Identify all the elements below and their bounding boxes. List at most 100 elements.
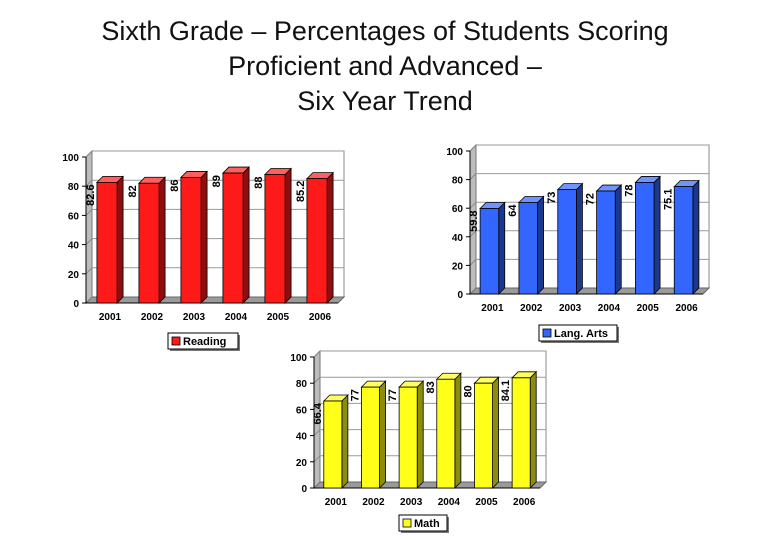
bar-side <box>341 394 349 489</box>
legend-swatch <box>542 328 552 338</box>
x-tick-label: 2001 <box>481 303 504 314</box>
bar <box>557 189 577 295</box>
bar <box>511 377 531 489</box>
bar-side <box>416 380 424 489</box>
x-tick-label: 2004 <box>225 312 248 323</box>
bar <box>596 190 616 295</box>
bar <box>264 174 286 304</box>
x-tick-label: 2006 <box>675 303 698 314</box>
y-tick-label: 40 <box>296 432 308 443</box>
y-tick-label: 20 <box>452 261 464 272</box>
data-label: 83 <box>425 381 437 393</box>
title-line-3: Six Year Trend <box>297 86 473 116</box>
x-tick-label: 2006 <box>309 312 332 323</box>
gridline-diag <box>313 376 321 384</box>
bar <box>180 177 202 304</box>
data-label: 80 <box>462 385 474 397</box>
y-tick-label: 60 <box>68 211 80 222</box>
gridline-diag <box>469 259 477 266</box>
x-tick-label: 2005 <box>637 303 660 314</box>
legend-box <box>538 324 618 342</box>
y-tick-label: 100 <box>62 153 79 164</box>
y-tick-label: 80 <box>452 176 464 187</box>
data-label: 64 <box>507 204 519 217</box>
data-label: 82 <box>127 185 139 197</box>
plot-floor <box>312 481 548 489</box>
data-label: 73 <box>546 192 558 204</box>
bar-side <box>454 372 462 489</box>
data-label: 88 <box>253 177 265 189</box>
y-tick-label: 0 <box>457 290 463 301</box>
y-tick-label: 80 <box>296 379 308 390</box>
y-tick-label: 40 <box>68 241 80 252</box>
page-title: Sixth Grade – Percentages of Students Sc… <box>0 14 770 119</box>
data-label: 66.4 <box>312 402 324 424</box>
data-label: 89 <box>211 175 223 187</box>
bar <box>518 202 538 295</box>
gridline-diag <box>313 429 321 436</box>
bar <box>222 172 244 304</box>
x-tick-label: 2002 <box>520 303 543 314</box>
bar <box>436 378 456 489</box>
legend-swatch <box>171 336 181 346</box>
bar <box>306 178 328 304</box>
data-label: 86 <box>169 179 181 191</box>
plot-back-wall <box>475 144 710 289</box>
bar <box>673 186 694 295</box>
gridline-diag <box>85 267 93 275</box>
x-tick-label: 2002 <box>141 312 164 323</box>
bar <box>635 182 655 295</box>
gridline-diag <box>85 179 93 187</box>
x-tick-label: 2003 <box>183 312 206 323</box>
bar <box>96 182 118 304</box>
bar-side <box>379 380 386 489</box>
gridline-diag <box>469 230 477 238</box>
x-tick-label: 2004 <box>438 497 461 508</box>
x-tick-label: 2003 <box>559 303 582 314</box>
y-tick-label: 20 <box>296 458 308 469</box>
data-label: 82.6 <box>85 184 97 205</box>
data-label: 78 <box>623 184 635 196</box>
x-tick-label: 2001 <box>325 497 348 508</box>
x-tick-label: 2005 <box>267 312 290 323</box>
data-label: 84.1 <box>500 380 512 401</box>
gridline-diag <box>313 455 321 463</box>
legend-label: Reading <box>183 336 226 348</box>
gridline-diag <box>85 238 93 245</box>
bar <box>398 386 418 489</box>
gridline-diag <box>469 201 477 209</box>
bar-side <box>529 370 537 489</box>
x-tick-label: 2005 <box>475 497 498 508</box>
title-line-2: Proficient and Advanced – <box>228 51 542 81</box>
x-tick-label: 2006 <box>513 497 536 508</box>
y-tick-label: 60 <box>296 405 308 416</box>
y-tick-label: 60 <box>452 204 464 215</box>
legend-label: Lang. Arts <box>554 328 608 340</box>
y-tick-label: 0 <box>73 299 79 310</box>
plot-back-wall <box>91 150 345 298</box>
gridline-diag <box>313 350 321 358</box>
y-tick-label: 100 <box>446 147 463 158</box>
title-line-1: Sixth Grade – Percentages of Students Sc… <box>101 16 669 46</box>
data-label: 85.2 <box>295 181 307 202</box>
bar-side <box>492 376 499 489</box>
data-label: 75.1 <box>662 189 674 210</box>
x-tick-label: 2001 <box>99 312 122 323</box>
gridline-diag <box>85 150 93 158</box>
y-tick-label: 0 <box>301 484 307 495</box>
bar <box>361 386 380 489</box>
data-label: 77 <box>387 389 399 401</box>
gridline-diag <box>469 173 477 180</box>
data-label: 59.8 <box>468 210 480 231</box>
bar <box>474 382 493 489</box>
bar <box>323 400 343 489</box>
gridline-diag <box>313 403 321 410</box>
gridline-diag <box>469 144 477 152</box>
y-tick-label: 80 <box>68 182 80 193</box>
data-label: 72 <box>585 193 597 205</box>
legend-swatch <box>402 518 412 528</box>
plot-back-wall <box>319 350 547 483</box>
y-tick-label: 20 <box>68 270 80 281</box>
